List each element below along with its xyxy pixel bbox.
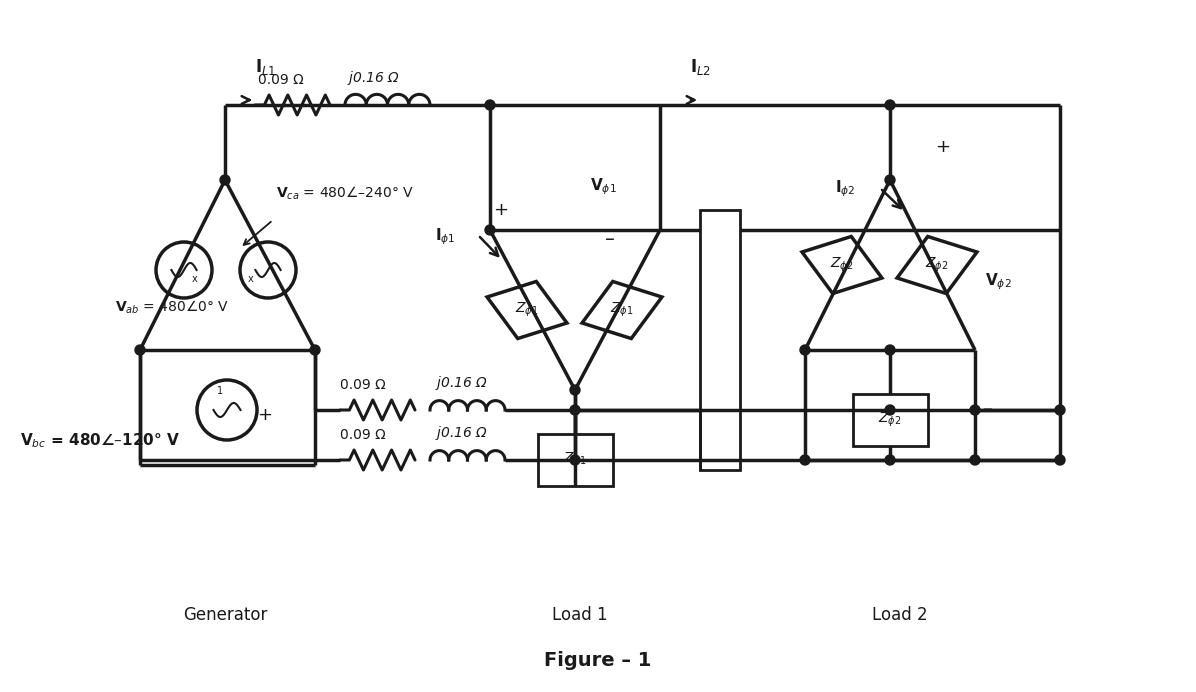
Text: $\mathbf{V}_{ca}$ = 480∠–240° V: $\mathbf{V}_{ca}$ = 480∠–240° V [276, 185, 414, 202]
Text: 0.09 Ω: 0.09 Ω [340, 378, 386, 392]
Text: –: – [983, 401, 993, 419]
Circle shape [1055, 405, 1064, 415]
Circle shape [800, 345, 810, 355]
Circle shape [970, 405, 980, 415]
Circle shape [885, 405, 895, 415]
Circle shape [885, 345, 895, 355]
Text: +: + [935, 138, 950, 156]
Circle shape [220, 175, 230, 185]
Text: Load 2: Load 2 [872, 606, 928, 624]
Text: $\mathbf{I}_{L1}$: $\mathbf{I}_{L1}$ [255, 57, 276, 77]
Text: 0.09 Ω: 0.09 Ω [340, 428, 386, 442]
Text: –: – [605, 230, 615, 250]
Circle shape [800, 455, 810, 465]
Circle shape [486, 100, 495, 110]
Text: x: x [193, 274, 197, 284]
Text: $j$0.16 Ω: $j$0.16 Ω [347, 69, 401, 87]
Text: +: + [257, 406, 271, 424]
Text: $\mathbf{V}_{\phi 2}$: $\mathbf{V}_{\phi 2}$ [986, 271, 1012, 292]
Text: $Z_{\phi 2}$: $Z_{\phi 2}$ [830, 256, 854, 274]
Text: $Z_{\phi 1}$: $Z_{\phi 1}$ [610, 301, 634, 319]
Text: Generator: Generator [183, 606, 267, 624]
Circle shape [310, 345, 321, 355]
Circle shape [885, 175, 895, 185]
Circle shape [570, 455, 580, 465]
Circle shape [885, 100, 895, 110]
Text: $Z_{\phi 2}$: $Z_{\phi 2}$ [926, 256, 948, 274]
Circle shape [1055, 455, 1064, 465]
Text: $Z_{\phi 1}$: $Z_{\phi 1}$ [563, 451, 587, 469]
Text: +: + [493, 201, 508, 219]
Text: $\mathbf{V}_{bc}$ = 480∠–120° V: $\mathbf{V}_{bc}$ = 480∠–120° V [20, 431, 181, 450]
Circle shape [135, 345, 145, 355]
Text: $\mathbf{V}_{\phi 1}$: $\mathbf{V}_{\phi 1}$ [590, 176, 617, 197]
Bar [700, 210, 740, 470]
Circle shape [885, 455, 895, 465]
Circle shape [970, 455, 980, 465]
Text: $Z_{\phi 1}$: $Z_{\phi 1}$ [515, 301, 538, 319]
Text: $\mathbf{I}_{L2}$: $\mathbf{I}_{L2}$ [690, 57, 712, 77]
Text: Figure – 1: Figure – 1 [544, 650, 652, 669]
Text: 1: 1 [216, 386, 224, 396]
Text: $\mathbf{I}_{\phi 2}$: $\mathbf{I}_{\phi 2}$ [835, 178, 855, 199]
Text: x: x [248, 274, 254, 284]
Circle shape [570, 385, 580, 395]
Text: Load 1: Load 1 [553, 606, 608, 624]
Circle shape [570, 405, 580, 415]
Text: $j$0.16 Ω: $j$0.16 Ω [435, 374, 488, 392]
Text: $Z_{\phi 2}$: $Z_{\phi 2}$ [878, 411, 902, 429]
Text: $\mathbf{V}_{ab}$ = 480∠0° V: $\mathbf{V}_{ab}$ = 480∠0° V [115, 299, 230, 316]
Text: $j$0.16 Ω: $j$0.16 Ω [435, 424, 488, 442]
Text: 0.09 Ω: 0.09 Ω [258, 73, 304, 87]
Bar [537, 434, 612, 486]
Bar [853, 394, 928, 446]
Text: $\mathbf{I}_{\phi 1}$: $\mathbf{I}_{\phi 1}$ [435, 226, 456, 247]
Circle shape [486, 225, 495, 235]
